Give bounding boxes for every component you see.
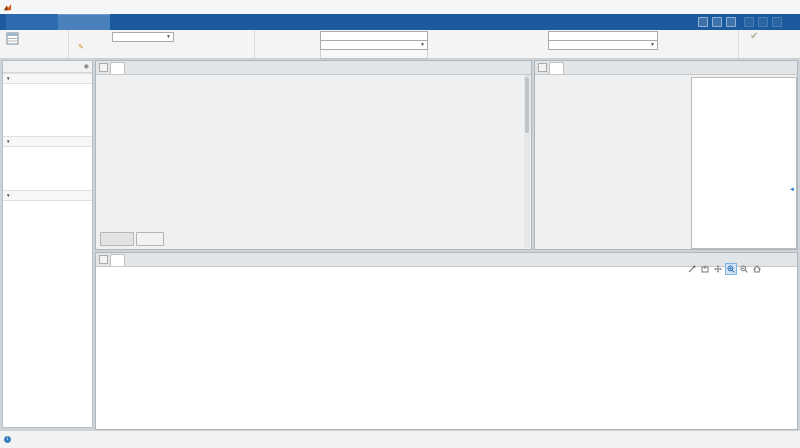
signal-trace-tab[interactable] [110,254,125,266]
dock-grip-icon[interactable] [99,63,108,72]
collapse-triangle-icon: ▼ [6,139,11,144]
feature-ranking-panel: ◄ [534,60,798,250]
tool-icon-2[interactable] [758,17,768,27]
home-icon[interactable] [751,263,763,275]
histogram-grid [98,75,524,233]
pan-icon[interactable] [712,263,724,275]
number-of-bins-input[interactable] [320,49,428,59]
matlab-app-icon [3,3,12,10]
ribbon-tab-strip [0,14,800,30]
signals-section-header[interactable]: ▼ [3,73,92,84]
dock-grip-icon[interactable] [538,63,547,72]
tab-feature-designer[interactable] [6,14,58,30]
feature-ranking-tab[interactable] [549,62,564,74]
ribbon: ▼ ✎ ▼ ▼ ✔ [0,30,800,59]
collapse-arrow-icon[interactable]: ◄ [789,187,795,193]
normalization-select[interactable]: ▼ [548,40,658,50]
apply-check-icon: ✔ [750,31,759,42]
histogram-scrollbar[interactable] [524,75,530,248]
brush-icon[interactable] [686,263,698,275]
histogram-tab[interactable] [110,62,125,74]
next-button[interactable] [136,232,164,246]
collapse-triangle-icon: ▼ [6,76,11,81]
panel-menu-icon[interactable]: ◉ [83,64,89,70]
signal-trace-chart [96,266,799,431]
chevron-down-icon: ▼ [650,42,655,48]
data-browser-panel: ◉ ▼ ▼ ▼ [2,60,93,428]
collapse-triangle-icon: ▼ [6,193,11,198]
plot-toolbar [686,263,763,275]
signal-trace-panel [95,252,798,430]
datasets-section-header[interactable]: ▼ [3,190,92,201]
tab-histogram[interactable] [58,14,110,30]
select-features-button[interactable] [6,32,19,50]
ranking-bar-chart [541,85,691,247]
export-icon[interactable] [699,263,711,275]
binning-method-select[interactable]: ▼ [320,40,428,50]
group-by-select[interactable]: ▼ [112,32,174,42]
tool-icon-1[interactable] [744,17,754,27]
status-bar: i [0,430,800,448]
chevron-down-icon: ▼ [166,34,171,40]
tool-icon-3[interactable] [772,17,782,27]
cut-icon[interactable] [712,17,722,27]
ranking-table [691,77,797,249]
zoom-in-icon[interactable] [725,263,737,275]
feature-tables-section-header[interactable]: ▼ [3,136,92,147]
select-features-icon [6,32,19,45]
chevron-down-icon: ▼ [420,42,425,48]
histogram-document-panel [95,60,532,250]
title-bar [0,0,800,15]
quick-access-toolbar [698,14,800,30]
copy-icon[interactable] [726,17,736,27]
dock-grip-icon[interactable] [99,255,108,264]
save-icon[interactable] [698,17,708,27]
tab-view[interactable] [110,14,162,30]
zoom-out-icon[interactable] [738,263,750,275]
previous-button[interactable] [100,232,134,246]
info-icon: i [4,436,11,443]
pencil-icon: ✎ [78,44,84,51]
